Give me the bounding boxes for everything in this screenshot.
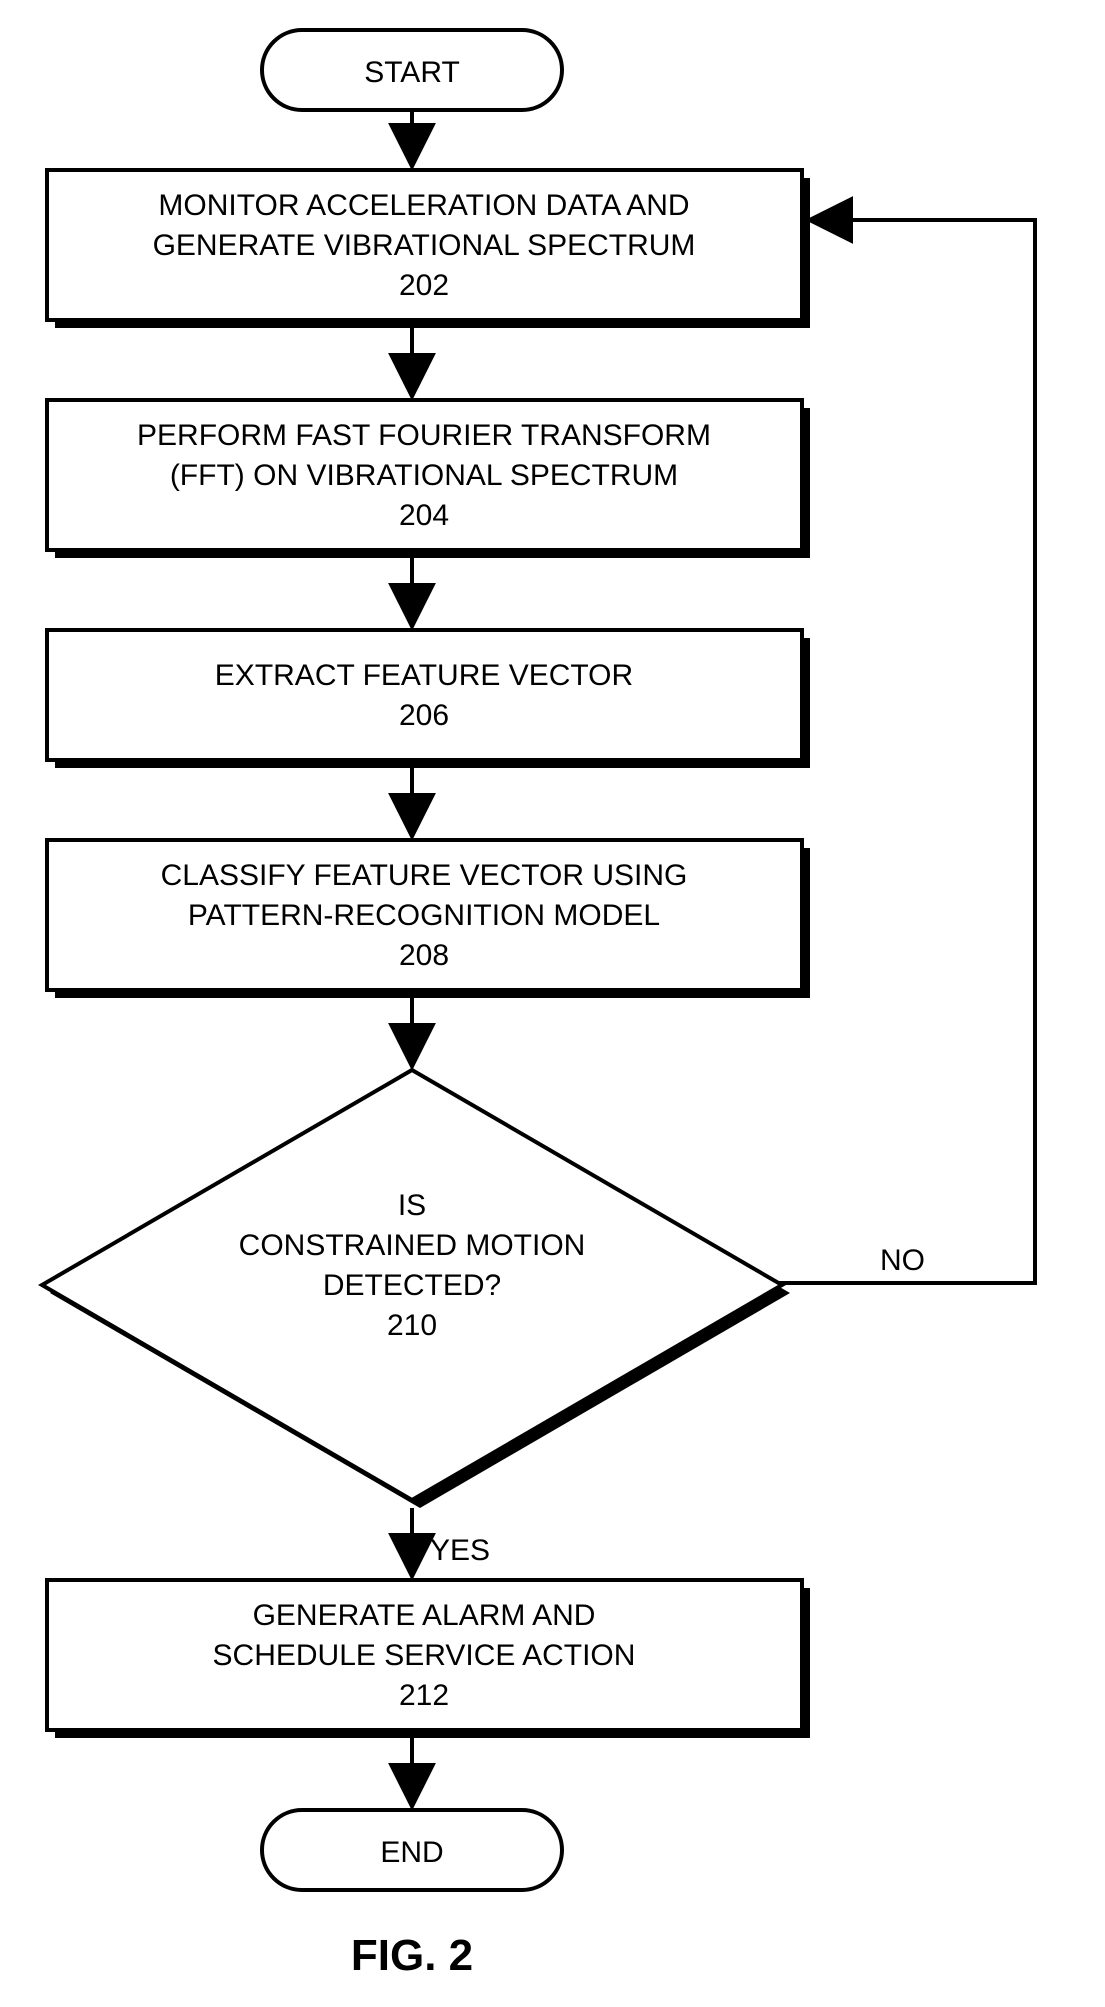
flowchart-diagram: NO START MONITOR ACCELERATION DATA AND G… [0, 0, 1105, 2007]
process-204: PERFORM FAST FOURIER TRANSFORM (FFT) ON … [47, 400, 810, 558]
process-204-line1: PERFORM FAST FOURIER TRANSFORM [137, 419, 711, 452]
decision-210: IS CONSTRAINED MOTION DETECTED? 210 [42, 1070, 790, 1508]
decision-210-ref: 210 [387, 1309, 437, 1342]
decision-yes-label: YES [430, 1534, 490, 1567]
decision-210-line2: CONSTRAINED MOTION [239, 1229, 586, 1262]
process-208-line2: PATTERN-RECOGNITION MODEL [188, 899, 660, 932]
decision-210-line3: DETECTED? [323, 1269, 501, 1302]
process-202-ref: 202 [399, 269, 449, 302]
end-label: END [380, 1836, 443, 1869]
process-202-line1: MONITOR ACCELERATION DATA AND [158, 189, 689, 222]
process-206: EXTRACT FEATURE VECTOR 206 [47, 630, 810, 768]
process-212-line1: GENERATE ALARM AND [253, 1599, 596, 1632]
decision-no-label: NO [880, 1244, 925, 1277]
start-label: START [364, 56, 460, 89]
process-206-line1: EXTRACT FEATURE VECTOR [215, 659, 633, 692]
process-206-ref: 206 [399, 699, 449, 732]
process-212-ref: 212 [399, 1679, 449, 1712]
process-202-line2: GENERATE VIBRATIONAL SPECTRUM [153, 229, 696, 262]
process-208-line1: CLASSIFY FEATURE VECTOR USING [161, 859, 688, 892]
decision-210-line1: IS [398, 1189, 426, 1222]
process-212-line2: SCHEDULE SERVICE ACTION [213, 1639, 636, 1672]
process-202: MONITOR ACCELERATION DATA AND GENERATE V… [47, 170, 810, 328]
start-terminator: START [262, 30, 562, 110]
figure-label: FIG. 2 [351, 1931, 473, 1980]
process-204-ref: 204 [399, 499, 449, 532]
process-212: GENERATE ALARM AND SCHEDULE SERVICE ACTI… [47, 1580, 810, 1738]
process-208-ref: 208 [399, 939, 449, 972]
process-204-line2: (FFT) ON VIBRATIONAL SPECTRUM [170, 459, 678, 492]
process-208: CLASSIFY FEATURE VECTOR USING PATTERN-RE… [47, 840, 810, 998]
end-terminator: END [262, 1810, 562, 1890]
